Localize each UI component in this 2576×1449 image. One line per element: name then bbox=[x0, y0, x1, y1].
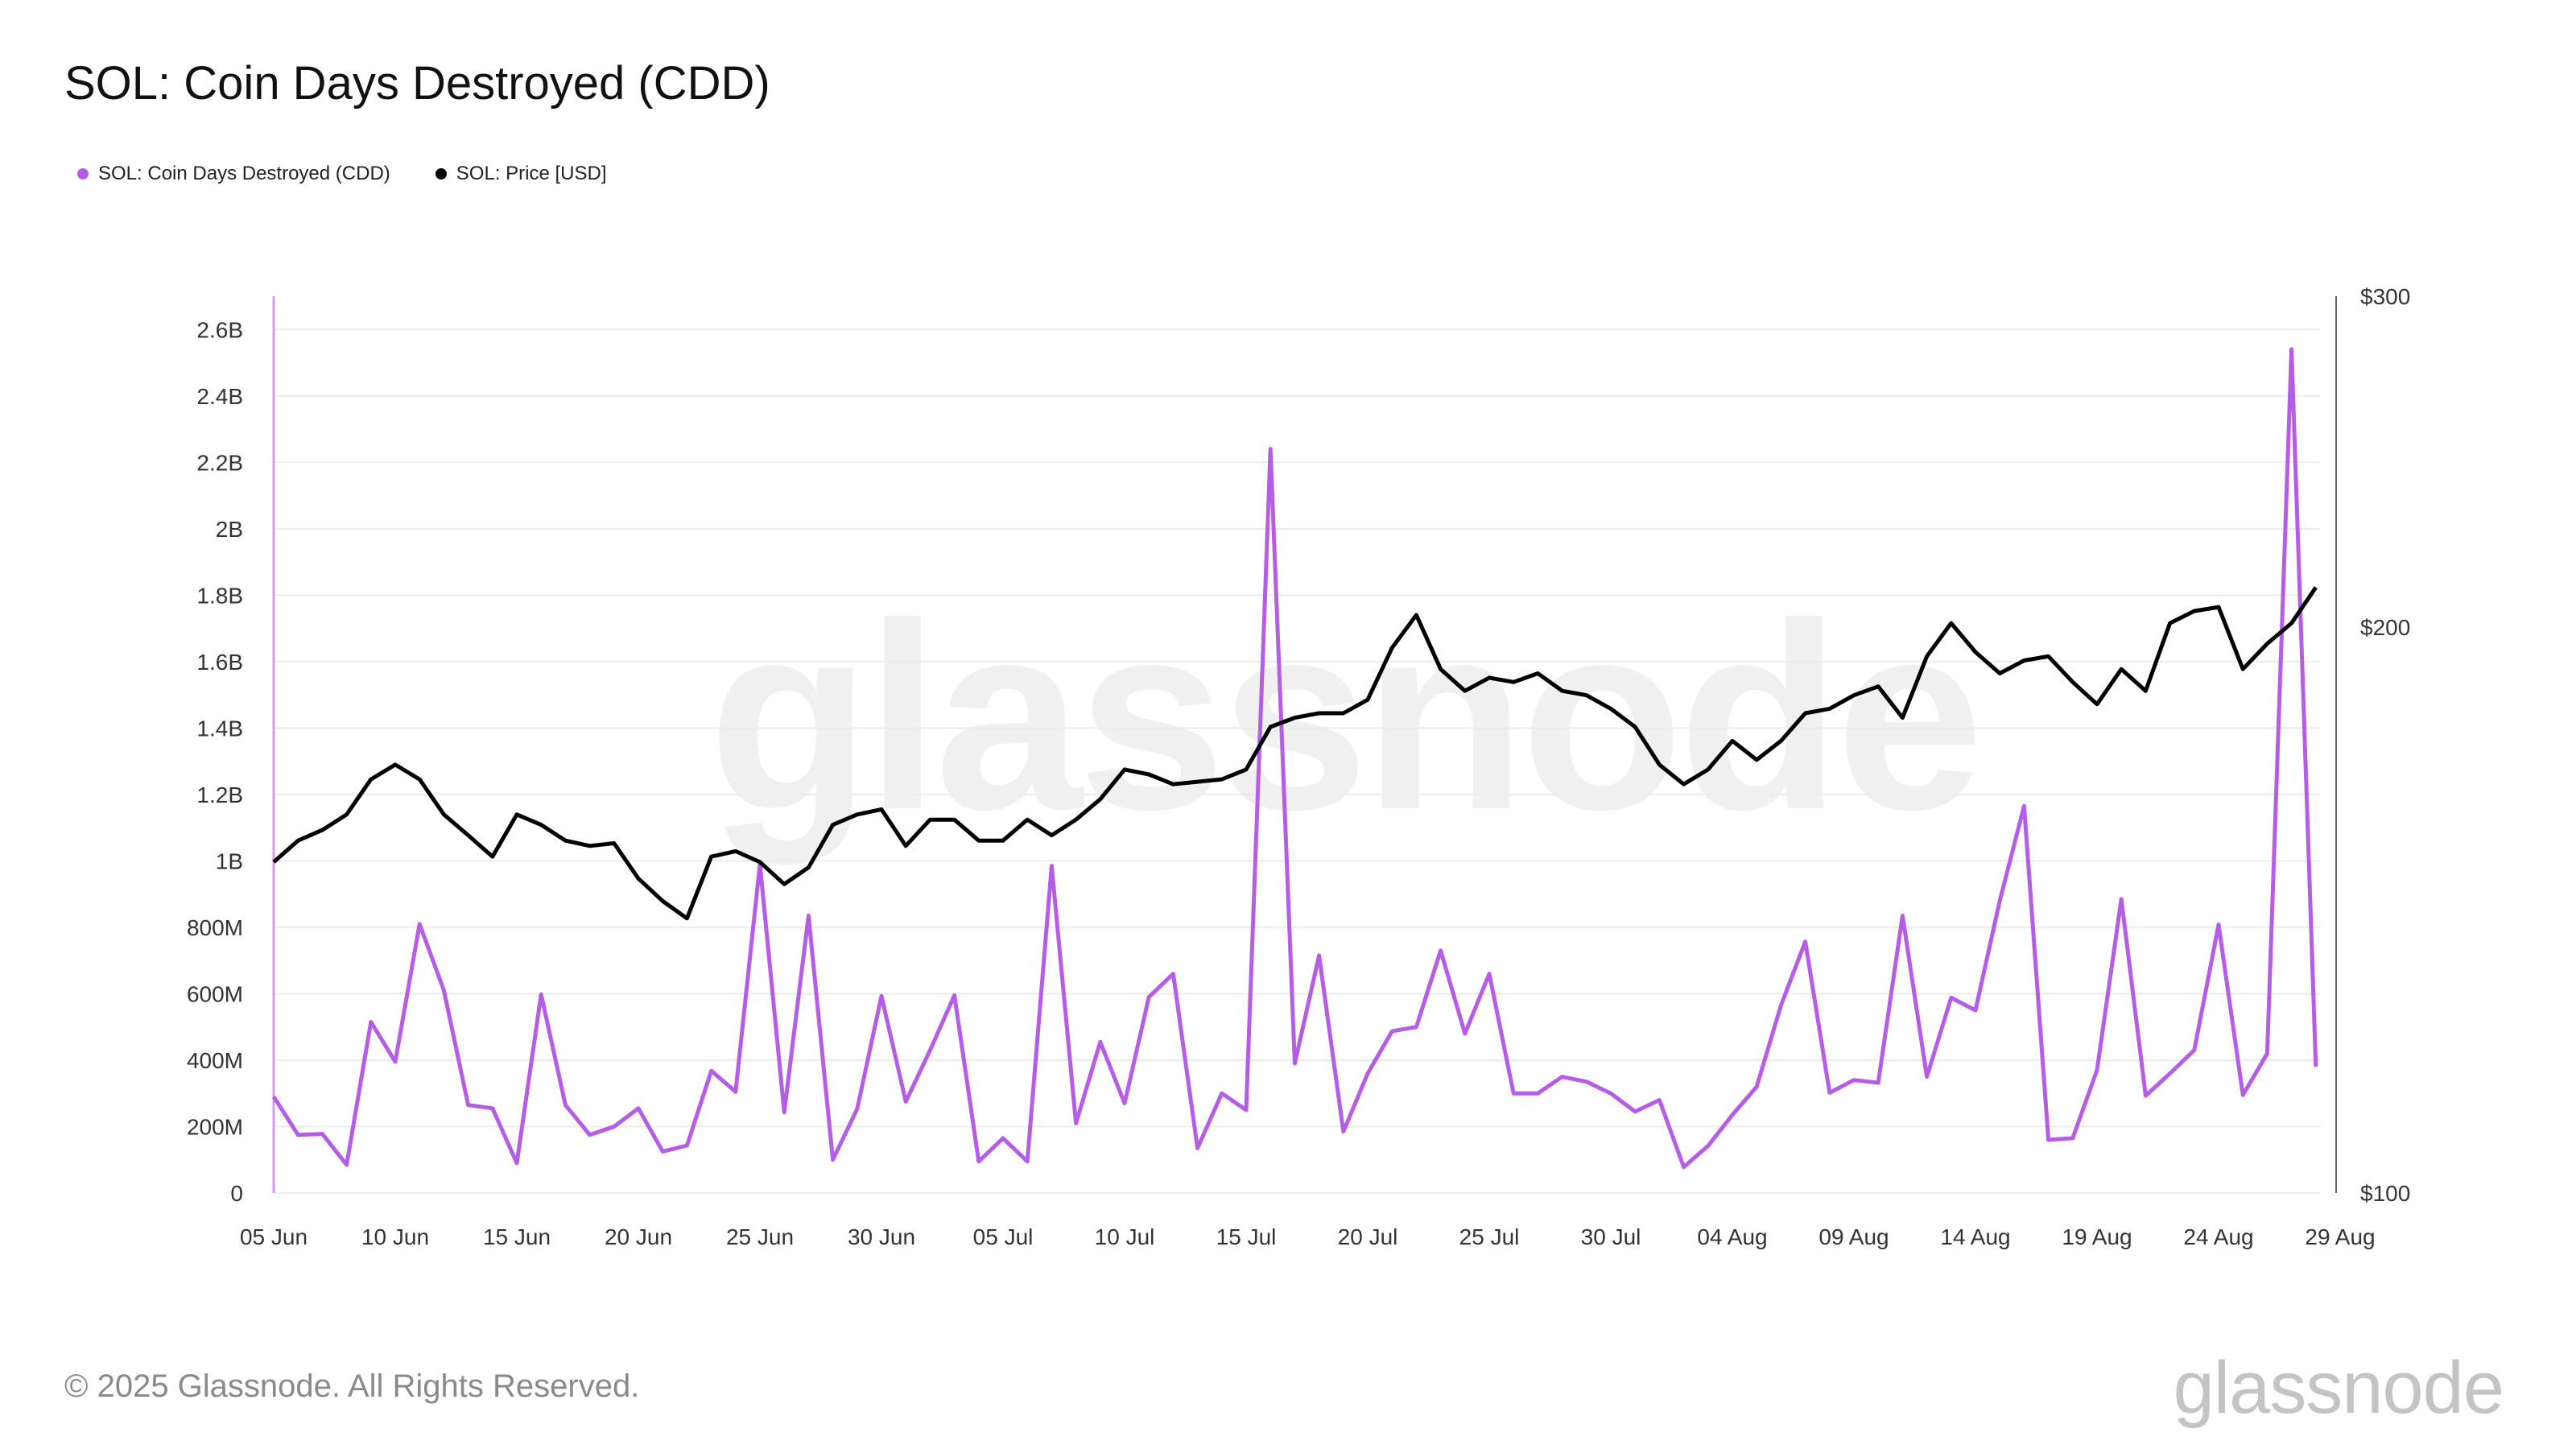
legend: SOL: Coin Days Destroyed (CDD) SOL: Pric… bbox=[77, 163, 606, 185]
x-tick-label: 20 Jul bbox=[1338, 1224, 1398, 1249]
x-tick-label: 25 Jun bbox=[726, 1224, 794, 1249]
x-tick-label: 04 Aug bbox=[1697, 1224, 1767, 1249]
x-tick-label: 15 Jul bbox=[1216, 1224, 1277, 1249]
x-tick-label: 29 Aug bbox=[2305, 1224, 2375, 1249]
y-left-tick-label: 1.4B bbox=[196, 716, 243, 741]
series-line-price[interactable] bbox=[272, 586, 2318, 921]
legend-label-cdd: SOL: Coin Days Destroyed (CDD) bbox=[98, 163, 390, 184]
series-line-cdd[interactable] bbox=[271, 347, 2318, 1170]
footer-logo: glassnode bbox=[2173, 1347, 2504, 1429]
y-left-tick-label: 2.4B bbox=[196, 384, 243, 409]
y-left-tick-label: 2.2B bbox=[196, 450, 243, 475]
y-left-tick-label: 200M bbox=[187, 1114, 243, 1139]
x-tick-label: 14 Aug bbox=[1940, 1224, 2010, 1249]
x-tick-label: 15 Jun bbox=[483, 1224, 551, 1249]
x-tick-label: 05 Jun bbox=[240, 1224, 308, 1249]
x-tick-label: 20 Jun bbox=[605, 1224, 672, 1249]
x-tick-label: 19 Aug bbox=[2062, 1224, 2132, 1249]
y-left-tick-label: 400M bbox=[187, 1048, 243, 1073]
watermark: glassnode bbox=[708, 568, 1984, 865]
x-tick-label: 05 Jul bbox=[973, 1224, 1034, 1249]
y-left-tick-label: 2.6B bbox=[196, 317, 243, 342]
legend-item-cdd[interactable]: SOL: Coin Days Destroyed (CDD) bbox=[77, 163, 390, 185]
y-right-tick-label: $200 bbox=[2360, 615, 2410, 640]
x-tick-label: 09 Aug bbox=[1818, 1224, 1889, 1249]
y-left-tick-label: 1.2B bbox=[196, 782, 243, 807]
legend-item-price[interactable]: SOL: Price [USD] bbox=[435, 163, 607, 185]
axis-layer: 0 200M 400M 600M 800M 1B 1.2B 1.4B 1.6B 1.8B 2B 2.2… bbox=[187, 284, 2410, 1249]
x-tick-label: 25 Jul bbox=[1459, 1224, 1520, 1249]
x-tick-label: 30 Jul bbox=[1581, 1224, 1641, 1249]
chart-title: SOL: Coin Days Destroyed (CDD) bbox=[64, 57, 770, 109]
x-tick-label: 10 Jul bbox=[1095, 1224, 1155, 1249]
legend-label-price: SOL: Price [USD] bbox=[456, 163, 607, 184]
y-left-tick-label: 1.8B bbox=[196, 583, 243, 608]
y-right-tick-label: $100 bbox=[2360, 1181, 2410, 1206]
y-right-tick-label: $300 bbox=[2360, 284, 2410, 309]
x-tick-label: 30 Jun bbox=[848, 1224, 915, 1249]
legend-dot-price bbox=[435, 168, 447, 180]
x-tick-label: 24 Aug bbox=[2183, 1224, 2253, 1249]
footer-copyright: © 2025 Glassnode. All Rights Reserved. bbox=[64, 1368, 640, 1404]
x-tick-label: 10 Jun bbox=[361, 1224, 429, 1249]
y-left-tick-label: 2B bbox=[216, 517, 243, 542]
y-left-tick-label: 800M bbox=[187, 915, 243, 940]
y-left-tick-label: 1.6B bbox=[196, 650, 243, 675]
series-layer bbox=[271, 347, 2318, 1170]
grid-layer bbox=[274, 328, 2320, 1194]
y-left-tick-label: 600M bbox=[187, 981, 243, 1006]
y-left-tick-label: 0 bbox=[230, 1181, 243, 1206]
y-left-tick-label: 1B bbox=[216, 848, 243, 873]
legend-dot-cdd bbox=[77, 168, 89, 180]
